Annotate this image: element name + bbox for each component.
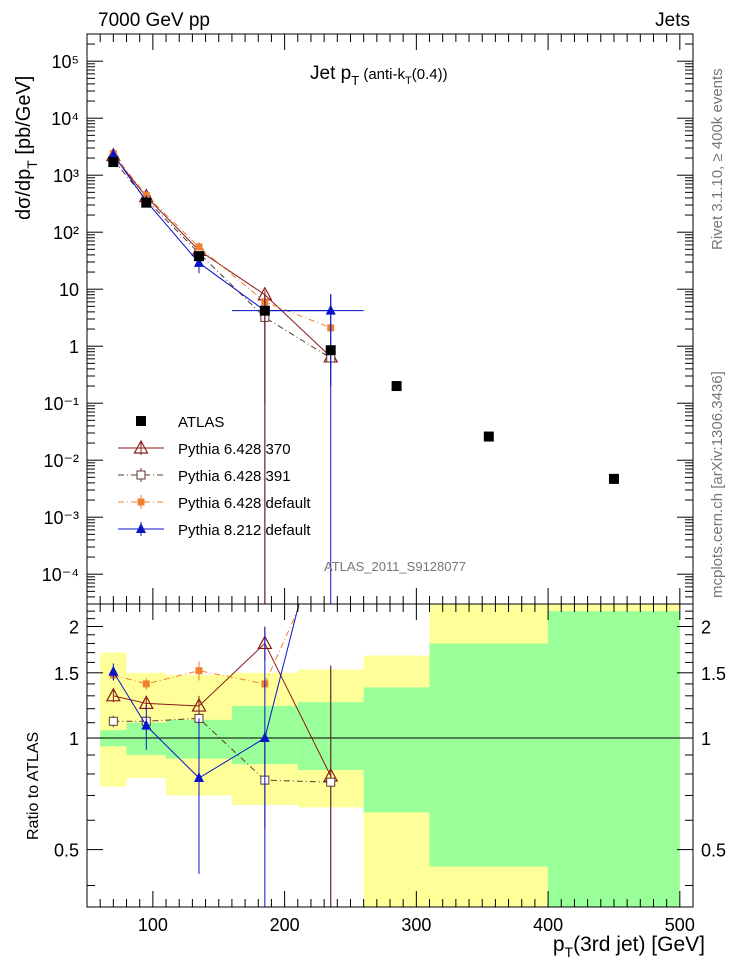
- header-right: Jets: [655, 10, 690, 31]
- y-axis-label-base: dσ/dp: [13, 169, 35, 220]
- series-ratio-3: [108, 604, 300, 907]
- series-point: [193, 256, 204, 267]
- legend-label: ATLAS: [178, 414, 224, 431]
- band-inner: [429, 643, 549, 867]
- legend-label: Pythia 6.428 default: [178, 495, 311, 512]
- series-line: [112, 154, 331, 312]
- legend-marker: [133, 439, 149, 454]
- legend-marker: [136, 523, 146, 533]
- ratio-tick-label: 1.5: [54, 664, 79, 684]
- ratio-point: [142, 680, 150, 688]
- ratio-tick-label-right: 1.5: [701, 664, 726, 684]
- ratio-plot-frame: [86, 603, 694, 908]
- x-tick-label: 100: [138, 915, 168, 935]
- ratio-tick-label: 0.5: [54, 841, 79, 861]
- y-axis-label-unit: [pb/GeV]: [13, 76, 35, 161]
- data-series: [105, 147, 619, 907]
- x-tick-label: 300: [401, 915, 431, 935]
- series-0: [105, 147, 339, 364]
- y-tick-label: 10⁻¹: [43, 394, 79, 414]
- series-point: [195, 243, 203, 251]
- band-inner: [363, 687, 430, 813]
- x-axis-label-rest: (3rd jet) [GeV]: [573, 933, 705, 956]
- x-axis-label-base: p: [553, 933, 565, 956]
- y-tick-label: 1: [69, 337, 79, 357]
- ratio-point: [105, 687, 121, 702]
- y-tick-label: 10: [59, 280, 79, 300]
- plot-title-base: Jet p: [310, 63, 351, 84]
- series-line: [112, 155, 332, 358]
- mcplots-label: mcplots.cern.ch [arXiv:1306.3436]: [709, 371, 726, 598]
- legend-marker-atlas: [136, 416, 146, 426]
- plot-title-extra-end: (0.4)): [412, 66, 448, 83]
- atlas-data: [108, 157, 619, 484]
- header-left: 7000 GeV pp: [98, 10, 210, 31]
- ratio-tick-label: 1: [69, 729, 79, 749]
- y-axis-label-sub: T: [24, 160, 40, 169]
- legend-marker: [136, 470, 146, 480]
- ratio-point: [195, 667, 203, 675]
- band-inner: [548, 611, 680, 907]
- atlas-point: [608, 473, 619, 484]
- ratio-point: [326, 777, 336, 787]
- ratio-tick-label-right: 2: [701, 617, 711, 637]
- ratio-point: [108, 665, 119, 676]
- ratio-point: [108, 716, 118, 726]
- series-point: [108, 148, 119, 159]
- legend-marker: [137, 498, 145, 506]
- series-ratio-2: [109, 604, 302, 690]
- plot-title-extra: (anti-k: [359, 66, 405, 83]
- legend-label: Pythia 6.428 370: [178, 441, 291, 458]
- y-axis-label: dσ/dpT [pb/GeV]: [13, 76, 40, 220]
- atlas-point: [325, 345, 336, 356]
- series-2: [109, 150, 335, 335]
- main-plot-frame: [86, 33, 694, 605]
- axis-ticks: 100 200 300 400 50010⁵10⁴10³10²10110⁻¹10⁻²10…: [42, 33, 726, 935]
- y-tick-label: 10⁴: [51, 109, 79, 129]
- ratio-y-label: Ratio to ATLAS: [25, 732, 42, 840]
- x-tick-label: 500: [665, 915, 695, 935]
- ratio-tick-label-right: 0.5: [701, 841, 726, 861]
- y-tick-label: 10⁻³: [43, 508, 79, 528]
- series-1: [108, 155, 336, 368]
- y-tick-label: 10³: [53, 166, 79, 186]
- atlas-point: [141, 197, 152, 208]
- ratio-line: [113, 604, 302, 685]
- x-axis-label: pT(3rd jet) [GeV]: [553, 933, 705, 960]
- legend-label: Pythia 8.212 default: [178, 522, 311, 539]
- ratio-tick-label: 2: [69, 617, 79, 637]
- y-tick-label: 10²: [53, 223, 79, 243]
- x-tick-label: 200: [270, 915, 300, 935]
- ratio-point: [141, 719, 152, 730]
- ratio-tick-label-right: 1: [701, 729, 711, 749]
- plot-title-sub: T: [351, 73, 359, 88]
- atlas-point: [193, 251, 204, 262]
- series-line: [112, 153, 331, 329]
- legend: ATLAS Pythia 6.428 370 Pythia 6.428 391 Pyt…: [118, 414, 311, 539]
- y-tick-label: 10⁻²: [43, 451, 79, 471]
- ratio-uncertainty-bands: [100, 604, 680, 907]
- atlas-point: [391, 381, 402, 392]
- plot-title-extra-sub: T: [405, 75, 412, 87]
- y-tick-label: 10⁵: [52, 52, 79, 72]
- atlas-point: [259, 305, 270, 316]
- x-axis-label-sub: T: [565, 944, 574, 960]
- analysis-watermark: ATLAS_2011_S9128077: [324, 559, 466, 574]
- x-tick-label: 400: [533, 915, 563, 935]
- ratio-point: [259, 732, 270, 743]
- ratio-line: [113, 717, 331, 783]
- atlas-point: [108, 157, 119, 168]
- legend-label: Pythia 6.428 391: [178, 468, 291, 485]
- ratio-point: [193, 772, 204, 783]
- y-tick-label: 10⁻⁴: [42, 565, 79, 585]
- plot-title: Jet pT (anti-kT(0.4)): [310, 63, 448, 88]
- rivet-label: Rivet 3.1.10, ≥ 400k events: [709, 68, 726, 250]
- atlas-point: [483, 431, 494, 442]
